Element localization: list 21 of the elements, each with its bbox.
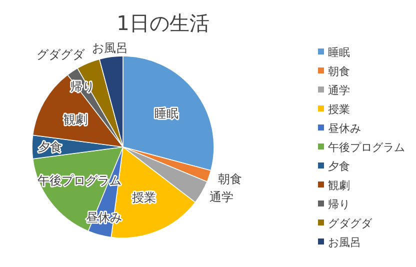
legend-label: 夕食 bbox=[328, 160, 350, 173]
legend-label: 昼休み bbox=[328, 122, 361, 135]
legend-label: お風呂 bbox=[328, 236, 361, 249]
legend-label: 観劇 bbox=[328, 179, 350, 192]
slice-label: お風呂 bbox=[92, 40, 128, 55]
legend-label: 帰り bbox=[328, 198, 350, 211]
slice-label: 睡眠 bbox=[154, 106, 178, 121]
slice-label: グダグダ bbox=[36, 48, 86, 62]
chart-title: 1日の生活 bbox=[116, 11, 210, 35]
legend-label: 睡眠 bbox=[328, 46, 350, 59]
legend-label: 通学 bbox=[328, 84, 350, 97]
slice-label: 朝食 bbox=[218, 172, 242, 186]
legend-label: 午後プログラム bbox=[328, 141, 405, 154]
slice-label: 授業 bbox=[132, 190, 156, 204]
legend-label: 朝食 bbox=[328, 65, 350, 78]
slice-label: 帰り bbox=[70, 79, 95, 94]
legend-label: 授業 bbox=[328, 103, 350, 116]
slice-label: 観劇 bbox=[64, 112, 88, 127]
slice-label: 夕食 bbox=[38, 140, 62, 154]
slice-label: 通学 bbox=[210, 190, 234, 204]
legend-label: グダグダ bbox=[328, 217, 373, 230]
